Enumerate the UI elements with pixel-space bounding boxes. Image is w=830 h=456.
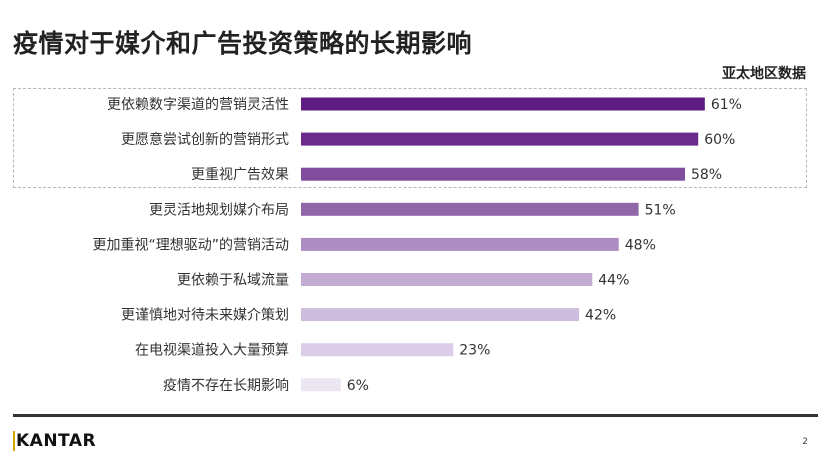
bar	[301, 202, 639, 216]
highlight-box	[13, 88, 807, 188]
value-label: 44%	[598, 273, 629, 289]
page-title: 疫情对于媒介和广告投资策略的长期影响	[13, 29, 473, 58]
bar	[301, 167, 685, 181]
category-label: 更依赖数字渠道的营销灵活性	[107, 97, 289, 113]
bar	[301, 97, 705, 111]
category-label: 更灵活地规划媒介布局	[149, 202, 289, 218]
value-label: 58%	[691, 167, 722, 183]
category-label: 更愿意尝试创新的营销形式	[121, 131, 289, 148]
value-label: 51%	[645, 202, 676, 218]
bar	[301, 378, 341, 392]
value-label: 6%	[347, 378, 369, 394]
footer-divider	[13, 414, 818, 417]
category-label: 更加重视“理想驱动”的营销活动	[92, 237, 289, 253]
region-subtitle: 亚太地区数据	[722, 66, 806, 82]
value-label: 60%	[704, 132, 735, 148]
bar-chart: 更依赖数字渠道的营销灵活性 61% 更愿意尝试创新的营销形式 60% 更重视广告效果 58…	[92, 97, 742, 394]
value-label: 48%	[625, 237, 656, 253]
page-number: 2	[802, 437, 808, 447]
bar	[301, 273, 593, 286]
bar	[301, 132, 699, 146]
kantar-logo: KANTAR	[13, 431, 96, 451]
bar	[301, 237, 619, 251]
value-label: 23%	[459, 343, 490, 359]
category-label: 更依赖于私域流量	[177, 273, 289, 289]
category-label: 在电视渠道投入大量预算	[135, 343, 289, 359]
category-label: 疫情不存在长期影响	[163, 378, 289, 394]
category-label: 更重视广告效果	[191, 167, 289, 183]
bar	[301, 343, 454, 357]
category-label: 更谨慎地对待未来媒介策划	[121, 307, 289, 324]
bar	[301, 308, 580, 322]
value-label: 61%	[711, 97, 742, 113]
value-label: 42%	[585, 308, 616, 324]
